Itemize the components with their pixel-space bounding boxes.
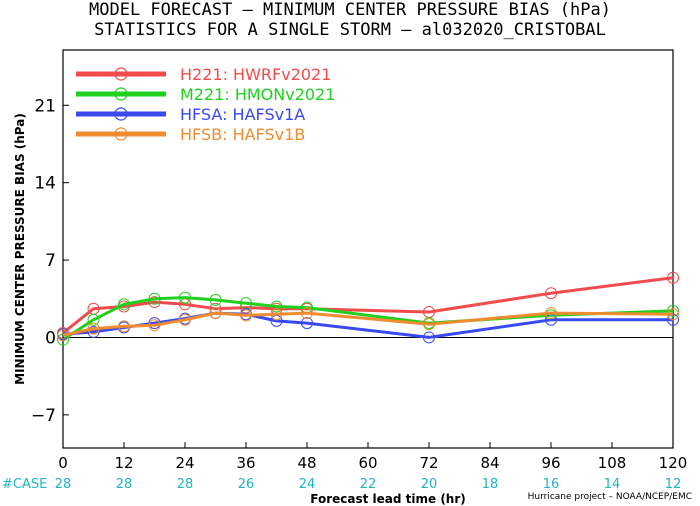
data-point-hfsb	[87, 322, 100, 335]
data-point-hfsb	[270, 308, 283, 321]
x-tick-label: 24	[175, 454, 194, 472]
x-tick-label: 0	[58, 454, 68, 472]
x-tick-label: 36	[236, 454, 255, 472]
case-count: 26	[238, 477, 255, 492]
legend-marker-hfsa	[114, 107, 128, 121]
case-count: 16	[543, 477, 560, 492]
x-tick-label: 96	[541, 454, 560, 472]
case-count: 24	[299, 477, 316, 492]
y-tick-label: 14	[34, 174, 56, 194]
data-point-hfsa	[423, 331, 435, 344]
x-tick-label: 84	[480, 454, 499, 472]
legend-marker-hfsb	[114, 127, 128, 141]
y-tick-label: 21	[34, 96, 56, 116]
legend-label-h221: H221: HWRFv2021	[180, 65, 331, 84]
data-point-hfsb	[423, 318, 435, 331]
y-tick-label: 0	[45, 328, 56, 348]
case-count: 20	[421, 477, 438, 492]
data-point-hfsa	[87, 325, 100, 338]
data-point-hfsb	[545, 307, 557, 320]
case-count: 12	[665, 477, 682, 492]
y-tick-label: −7	[31, 406, 56, 426]
data-point-hfsb	[179, 313, 191, 326]
data-point-hfsb	[301, 307, 313, 320]
legend-marker-h221	[114, 67, 128, 81]
x-tick-label: 60	[358, 454, 377, 472]
data-point-m221	[118, 298, 130, 311]
chart-subtitle: STATISTICS FOR A SINGLE STORM – al032020…	[94, 20, 606, 40]
data-point-hfsb	[118, 320, 130, 333]
data-point-hfsb	[667, 308, 679, 321]
x-tick-label: 48	[297, 454, 316, 472]
data-point-hfsa	[301, 317, 313, 330]
case-count: 22	[360, 477, 377, 492]
legend-label-hfsa: HFSA: HAFSv1A	[180, 105, 305, 124]
data-point-m221	[87, 313, 100, 326]
legend-label-m221: M221: HMONv2021	[180, 85, 335, 104]
x-tick-label: 12	[114, 454, 133, 472]
data-point-m221	[667, 304, 679, 317]
case-count: 28	[55, 477, 72, 492]
data-point-m221	[148, 292, 161, 305]
chart-title: MODEL FORECAST – MINIMUM CENTER PRESSURE…	[89, 0, 611, 20]
data-point-hfsa	[667, 313, 679, 326]
data-point-hfsb	[240, 309, 252, 322]
credit-text: Hurricane project – NOAA/NCEP/EMC	[527, 492, 692, 502]
legend-marker-m221	[114, 87, 128, 101]
case-count: 28	[177, 477, 194, 492]
case-count: 14	[604, 477, 621, 492]
data-point-h221	[148, 296, 161, 309]
data-point-h221	[667, 271, 679, 284]
y-axis-label: MINIMUM CENTER PRESSURE BIAS (hPa)	[13, 113, 27, 385]
x-tick-label: 108	[598, 454, 627, 472]
x-axis-label: Forecast lead time (hr)	[310, 492, 466, 506]
data-point-m221	[209, 293, 222, 306]
x-tick-label: 72	[419, 454, 438, 472]
plot-frame	[62, 49, 674, 449]
x-tick-label: 120	[659, 454, 688, 472]
data-point-hfsb	[209, 307, 222, 320]
data-point-h221	[545, 287, 557, 300]
case-count: 18	[482, 477, 499, 492]
case-label: #CASE	[2, 477, 47, 492]
case-count: 28	[116, 477, 133, 492]
data-point-hfsb	[148, 319, 161, 332]
data-point-hfsb	[57, 329, 69, 342]
legend-label-hfsb: HFSB: HAFSv1B	[180, 125, 305, 144]
data-point-m221	[270, 300, 283, 313]
data-point-m221	[179, 291, 191, 304]
y-tick-label: 7	[45, 251, 56, 271]
